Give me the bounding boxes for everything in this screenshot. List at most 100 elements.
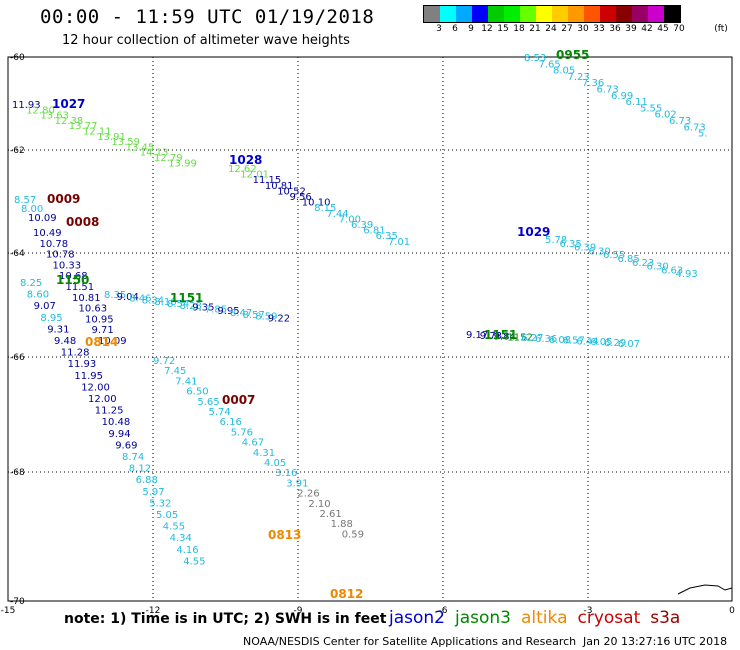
wave-height-value: 8.57: [14, 195, 36, 206]
x-tick-label: -9: [294, 606, 303, 616]
wave-height-value: 7.36: [582, 78, 604, 89]
wave-height-value: 4.67: [242, 438, 264, 449]
wave-height-value: 6.55: [603, 250, 625, 261]
wave-height-value: 6.63: [661, 265, 683, 276]
track-jason3-1151: 8.359.048.468.348.168.548.289.357.859.95…: [104, 290, 290, 324]
wave-height-value: 4.31: [253, 448, 275, 459]
wave-height-value: 8.47: [230, 308, 252, 319]
wave-height-value: 10.81: [265, 181, 294, 192]
y-tick-label: -62: [10, 146, 25, 156]
track-cryosat-0007: 9.727.457.416.505.655.746.165.764.674.31…: [153, 356, 364, 540]
wave-height-value: 6.02: [655, 110, 677, 121]
wave-height-value: 14.13: [140, 148, 169, 159]
pass-time-label: 1151: [484, 328, 517, 342]
wave-height-value: 6.73: [597, 85, 619, 96]
frame-rect: [7, 56, 733, 602]
color-scale-cell: [616, 6, 632, 22]
color-scale-cell: [504, 6, 520, 22]
color-scale-tick: 6: [452, 24, 458, 34]
wave-height-value: 6.73: [684, 122, 706, 133]
wave-height-value: 11.51: [66, 282, 95, 293]
wave-height-value: 10.81: [72, 293, 101, 304]
wave-height-value: 0.59: [342, 529, 364, 540]
wave-height-value: 12.79: [154, 153, 183, 164]
wave-height-value: 6.29: [604, 338, 626, 349]
y-tick-label: -64: [10, 249, 25, 259]
color-scale-cell: [520, 6, 536, 22]
map-subtitle: 12 hour collection of altimeter wave hei…: [62, 33, 350, 48]
wave-height-value: 8.28: [180, 301, 202, 312]
legend-altika: altika: [521, 608, 568, 628]
color-scale-tick: 3: [436, 24, 442, 34]
color-scale-cell: [456, 6, 472, 22]
wave-height-value: 6.30: [647, 262, 669, 273]
wave-height-value: 5.32: [149, 498, 171, 509]
wave-height-value: 4.16: [176, 545, 198, 556]
wave-height-value: 6.44: [576, 336, 598, 347]
wave-height-value: 10.10: [302, 198, 331, 209]
pass-time-label: 0814: [85, 335, 118, 349]
axis-labels: -15 -12 -9 -6 -3 0 -60 -62 -64 -66 -68 -70: [1, 53, 735, 616]
color-scale-tick: 33: [593, 24, 605, 34]
y-tick-label: -60: [10, 53, 25, 63]
pass-time-label: 0955: [556, 48, 589, 62]
wave-height-value: 6.35: [376, 231, 398, 242]
wave-height-value: 4.55: [163, 522, 185, 533]
wave-height-value: 9.69: [115, 440, 137, 451]
wave-height-value: 8.00: [21, 204, 43, 215]
wave-height-value: 6.39: [351, 220, 373, 231]
x-tick-label: 0: [729, 606, 735, 616]
wave-height-value: 6.57: [563, 336, 585, 347]
wave-height-value: 11.95: [74, 371, 103, 382]
wave-height-value: 9.84: [494, 332, 516, 343]
color-scale-tick: 42: [641, 24, 653, 34]
wave-height-value: 4.34: [170, 533, 192, 544]
wave-height-value: 6.07: [618, 339, 640, 350]
wave-height-value: 9.95: [217, 306, 239, 317]
color-scale-cell: [648, 6, 664, 22]
wave-height-value: 6.88: [136, 475, 158, 486]
wave-height-value: 5.65: [197, 397, 219, 408]
wave-height-value: 12.38: [55, 116, 84, 127]
wave-height-value: 12.01: [240, 170, 269, 181]
wave-height-value: 2.61: [320, 509, 342, 520]
pass-time-label: 1150: [56, 273, 89, 287]
wave-height-value: 8.57: [243, 310, 265, 321]
color-scale-cell: [632, 6, 648, 22]
wave-height-value: 2.10: [308, 499, 330, 510]
wave-height-value: 9.35: [192, 303, 214, 314]
x-tick-label: -6: [439, 606, 448, 616]
wave-height-value: 2.26: [297, 489, 319, 500]
wave-height-value: 1152: [507, 332, 532, 343]
wave-height-value: 6.30: [589, 246, 611, 257]
wave-height-value: 7.85: [205, 304, 227, 315]
wave-height-value: 13.45: [126, 142, 155, 153]
wave-height-value: 6.85: [618, 254, 640, 265]
wave-height-value: 6.11: [626, 97, 648, 108]
footer-note: note: 1) Time is in UTC; 2) SWH is in fe…: [64, 611, 387, 627]
pass-time-label: 0008: [66, 215, 99, 229]
wave-height-value: 6.08: [549, 335, 571, 346]
track-altika-0813: 0813: [268, 528, 301, 542]
wave-height-value: 7.00: [339, 214, 361, 225]
wave-height-value: 9.17: [466, 330, 488, 341]
coastline: [677, 584, 733, 595]
color-scale-tick: 45: [657, 24, 669, 34]
color-scale-cell: [424, 6, 440, 22]
wave-height-value: 9.72: [153, 356, 175, 367]
color-scale-cell: [584, 6, 600, 22]
legend-s3a: s3a: [650, 608, 681, 628]
color-scale-bar: [423, 5, 681, 23]
wave-height-value: 8.54: [167, 299, 189, 310]
wave-height-value: 11.93: [68, 359, 97, 370]
wave-height-value: 9.56: [290, 192, 312, 203]
satellite-legend: jason2 jason3 altika cryosat s3a: [389, 608, 690, 628]
color-scale-cell: [536, 6, 552, 22]
legend-jason2: jason2: [389, 608, 445, 628]
y-tick-label: -66: [10, 353, 25, 363]
wave-height-value: 3.16: [275, 468, 297, 479]
pass-time-label: 1029: [517, 225, 550, 239]
pass-time-label: 0812: [330, 587, 363, 601]
color-scale-tick: 30: [577, 24, 589, 34]
legend-cryosat: cryosat: [577, 608, 641, 628]
